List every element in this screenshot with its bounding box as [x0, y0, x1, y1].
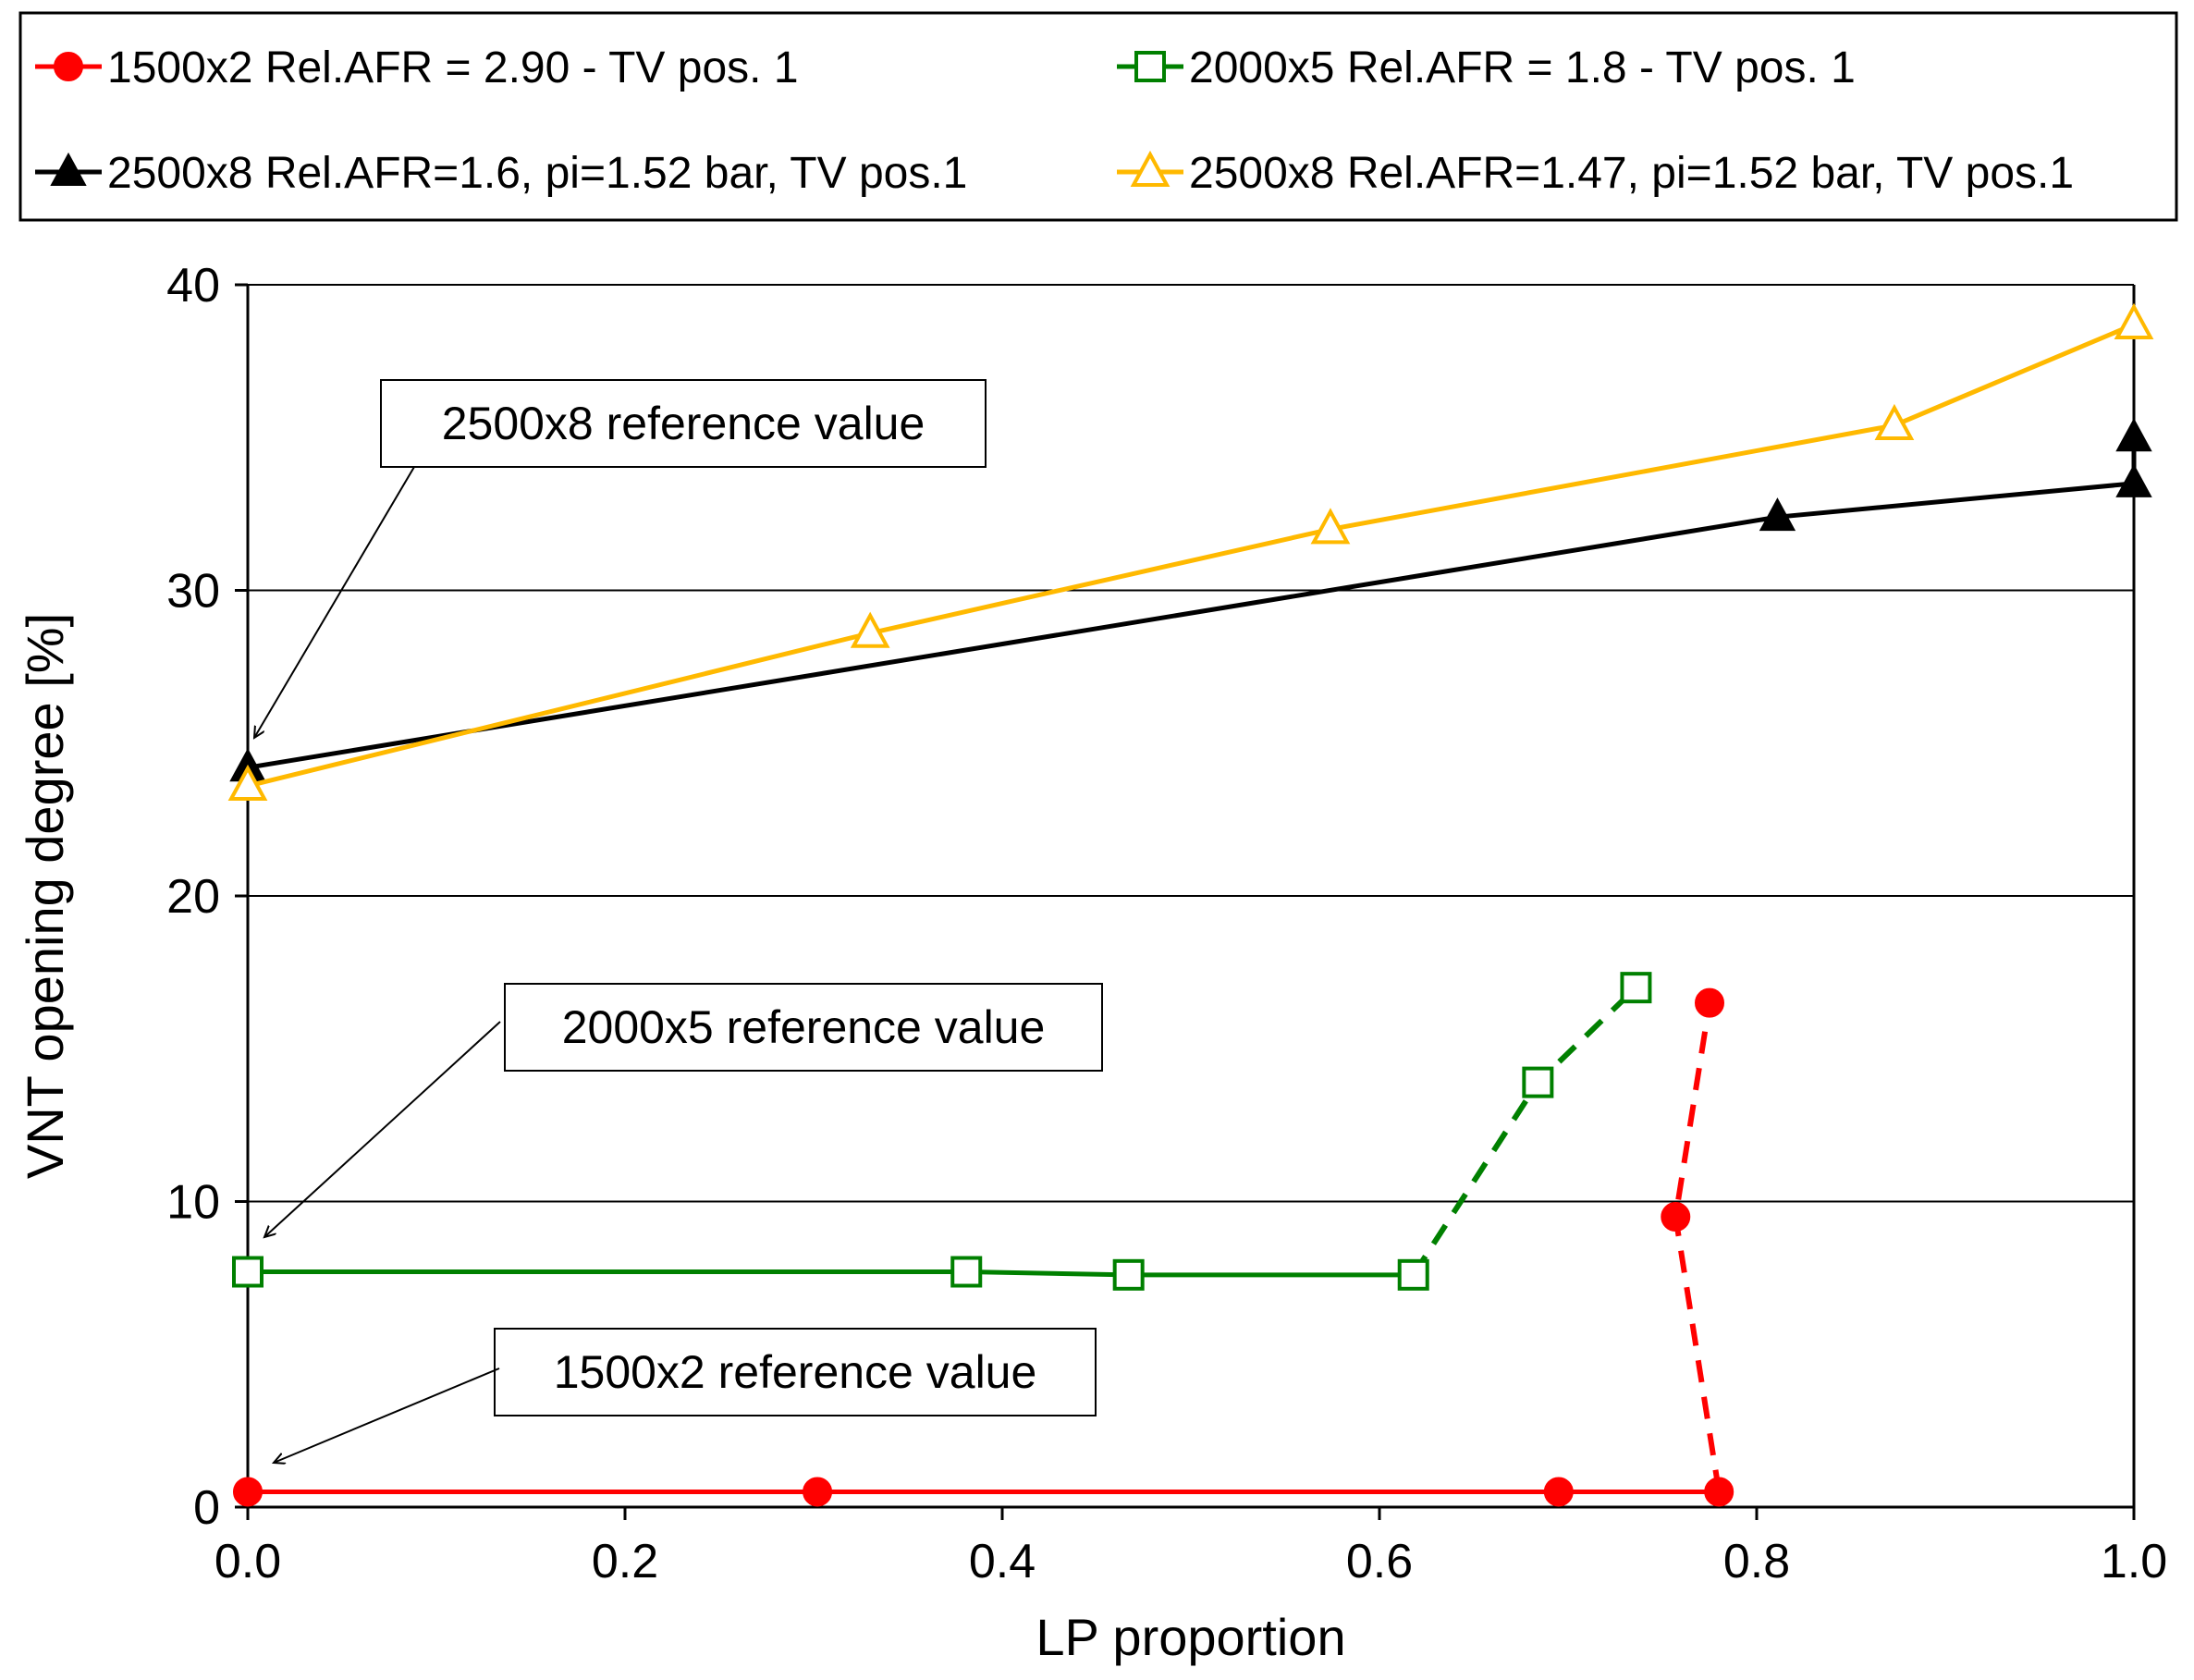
annotation-2000x5-text: 2000x5 reference value — [562, 1001, 1046, 1053]
annotation-2500x8-arrow — [254, 466, 415, 738]
x-tick-label: 0.4 — [969, 1535, 1036, 1588]
series-3-point — [2115, 418, 2152, 452]
annotation-2000x5: 2000x5 reference value — [264, 983, 1103, 1237]
series-1 — [233, 987, 1734, 1507]
series-2-point — [1620, 972, 1652, 1004]
y-tick-label: 40 — [166, 259, 220, 313]
annotation-2500x8: 2500x8 reference value — [254, 379, 987, 738]
x-axis-title: LP proportion — [1036, 1608, 1345, 1666]
legend-entry-4: 2500x8 Rel.AFR=1.47, pi=1.52 bar, TV pos… — [1117, 149, 2074, 198]
series-1-point — [1704, 1477, 1734, 1507]
annotation-1500x2-arrow — [274, 1367, 500, 1463]
legend-swatch-marker — [1130, 150, 1171, 187]
annotation-1500x2-text: 1500x2 reference value — [554, 1346, 1037, 1398]
annotation-2000x5-box — [504, 983, 1103, 1072]
series-1-point — [1543, 1477, 1574, 1507]
legend-label: 2500x8 Rel.AFR=1.47, pi=1.52 bar, TV pos… — [1189, 149, 2074, 198]
series-3-point — [1759, 497, 1796, 532]
series-4 — [227, 302, 2154, 802]
series-2 — [232, 972, 1652, 1291]
legend-label: 1500x2 Rel.AFR = 2.90 - TV pos. 1 — [107, 43, 799, 92]
x-tick-label: 1.0 — [2101, 1535, 2167, 1588]
x-tick-label: 0.8 — [1723, 1535, 1790, 1588]
series-2-point — [1522, 1066, 1554, 1098]
legend-entry-2: 2000x5 Rel.AFR = 1.8 - TV pos. 1 — [1117, 43, 1856, 92]
x-tick-label: 0.6 — [1346, 1535, 1413, 1588]
annotation-2500x8-text: 2500x8 reference value — [442, 398, 925, 449]
plot-area: 0 10 20 30 40 0.0 0.2 0.4 0.6 0.8 1.0 — [166, 259, 2167, 1588]
legend-swatch-marker — [50, 152, 87, 186]
y-axis-title: VNT opening degree [%] — [16, 613, 74, 1179]
series-2-point — [1112, 1258, 1145, 1291]
annotation-2000x5-arrow — [264, 1021, 501, 1237]
legend-swatch-marker — [1134, 51, 1166, 82]
series-2-point — [1397, 1258, 1429, 1291]
legend-label: 2500x8 Rel.AFR=1.6, pi=1.52 bar, TV pos.… — [107, 149, 967, 198]
series-1-point — [803, 1477, 833, 1507]
annotation-1500x2: 1500x2 reference value — [274, 1328, 1097, 1463]
series-4-point — [1310, 508, 1351, 545]
series-1-point — [1695, 987, 1724, 1018]
x-tick-label: 0.0 — [214, 1535, 281, 1588]
x-tick-label: 0.2 — [592, 1535, 658, 1588]
series-4-point — [2114, 302, 2154, 339]
annotations: 2500x8 reference value 2000x5 reference … — [254, 379, 1103, 1463]
legend-entry-3: 2500x8 Rel.AFR=1.6, pi=1.52 bar, TV pos.… — [35, 149, 967, 198]
legend-frame — [18, 11, 2178, 222]
annotation-1500x2-box — [494, 1328, 1097, 1416]
series-2-line — [248, 1269, 1414, 1278]
series-4-point — [227, 764, 268, 802]
annotation-2500x8-box — [380, 379, 987, 468]
series-4-point — [1874, 403, 1915, 441]
series-4-point — [850, 611, 890, 648]
legend-entry-1: 1500x2 Rel.AFR = 2.90 - TV pos. 1 — [35, 43, 799, 92]
series-3-line — [247, 437, 2137, 770]
y-tick-label: 20 — [166, 870, 220, 924]
series-1-point — [1661, 1202, 1691, 1232]
y-tick-label: 10 — [166, 1176, 220, 1230]
legend-swatch-marker — [54, 52, 83, 81]
y-tick-label: 0 — [193, 1481, 220, 1535]
legend: 1500x2 Rel.AFR = 2.90 - TV pos. 1 2000x5 … — [18, 11, 2178, 222]
series-3-point — [2115, 463, 2152, 497]
series-1-point — [233, 1477, 263, 1507]
series-2-point — [232, 1256, 264, 1288]
y-tick-label: 30 — [166, 565, 220, 619]
series-2-point — [950, 1256, 983, 1288]
legend-label: 2000x5 Rel.AFR = 1.8 - TV pos. 1 — [1189, 43, 1856, 92]
